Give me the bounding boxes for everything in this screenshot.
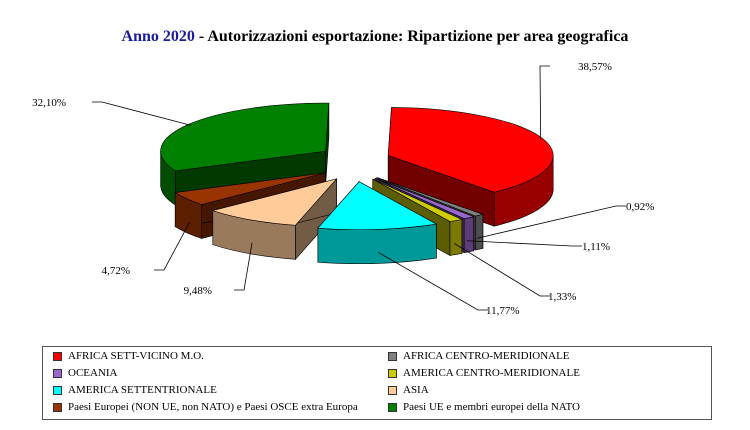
data-label-2: 1,11% <box>582 241 610 253</box>
legend-label-6: Paesi Europei (NON UE, non NATO) e Paesi… <box>68 401 358 413</box>
legend: AFRICA SETT-VICINO M.O. AFRICA CENTRO-MER… <box>42 346 712 420</box>
legend-item-6: Paesi Europei (NON UE, non NATO) e Paesi… <box>53 401 358 413</box>
legend-label-0: AFRICA SETT-VICINO M.O. <box>68 350 204 362</box>
leader-line-6 <box>154 221 191 271</box>
pie-slice-0 <box>387 107 554 227</box>
pie-chart: 38,57% 0,92% 1,11% 1,33% 11,77% 9,48% 4,72% 32,… <box>32 61 654 317</box>
data-label-7: 32,10% <box>32 97 66 109</box>
legend-item-4: AMERICA SETTENTRIONALE <box>53 384 217 396</box>
legend-swatch-3 <box>388 368 397 378</box>
chart-title-year: Anno 2020 <box>121 28 195 45</box>
legend-label-2: OCEANIA <box>68 367 118 379</box>
legend-label-1: AFRICA CENTRO-MERIDIONALE <box>403 350 570 362</box>
data-label-3: 1,33% <box>548 291 576 303</box>
pie-slice-5 <box>211 178 338 261</box>
legend-label-4: AMERICA SETTENTRIONALE <box>68 384 217 396</box>
legend-item-5: ASIA <box>388 384 429 396</box>
chart-title-text: - Autorizzazioni esportazione: Ripartizi… <box>194 28 629 45</box>
leader-line-3 <box>454 243 550 297</box>
leader-line-7 <box>92 101 191 126</box>
data-label-1: 0,92% <box>626 201 654 213</box>
data-label-5: 9,48% <box>184 285 212 297</box>
legend-swatch-0 <box>53 351 62 361</box>
legend-item-0: AFRICA SETT-VICINO M.O. <box>53 350 204 362</box>
legend-label-3: AMERICA CENTRO-MERIDIONALE <box>403 367 580 379</box>
legend-item-7: Paesi UE e membri europei della NATO <box>388 401 580 413</box>
leader-line-2 <box>467 240 582 247</box>
legend-swatch-6 <box>53 402 62 412</box>
legend-swatch-4 <box>53 385 62 395</box>
legend-item-3: AMERICA CENTRO-MERIDIONALE <box>388 367 580 379</box>
legend-label-5: ASIA <box>403 384 429 396</box>
data-label-4: 11,77% <box>486 305 520 317</box>
leader-line-1 <box>477 205 626 239</box>
leader-line-5 <box>234 242 253 291</box>
pie-slice-4 <box>317 180 438 264</box>
leader-line-4 <box>377 251 488 311</box>
leader-line-0 <box>539 65 550 140</box>
legend-swatch-5 <box>388 385 397 395</box>
data-label-6: 4,72% <box>102 265 130 277</box>
legend-swatch-7 <box>388 402 397 412</box>
legend-swatch-2 <box>53 368 62 378</box>
legend-label-7: Paesi UE e membri europei della NATO <box>403 401 580 413</box>
legend-item-2: OCEANIA <box>53 367 118 379</box>
chart-title: Anno 2020 - Autorizzazioni esportazione:… <box>0 28 750 46</box>
legend-swatch-1 <box>388 351 397 361</box>
legend-item-1: AFRICA CENTRO-MERIDIONALE <box>388 350 570 362</box>
data-label-0: 38,57% <box>578 61 612 73</box>
